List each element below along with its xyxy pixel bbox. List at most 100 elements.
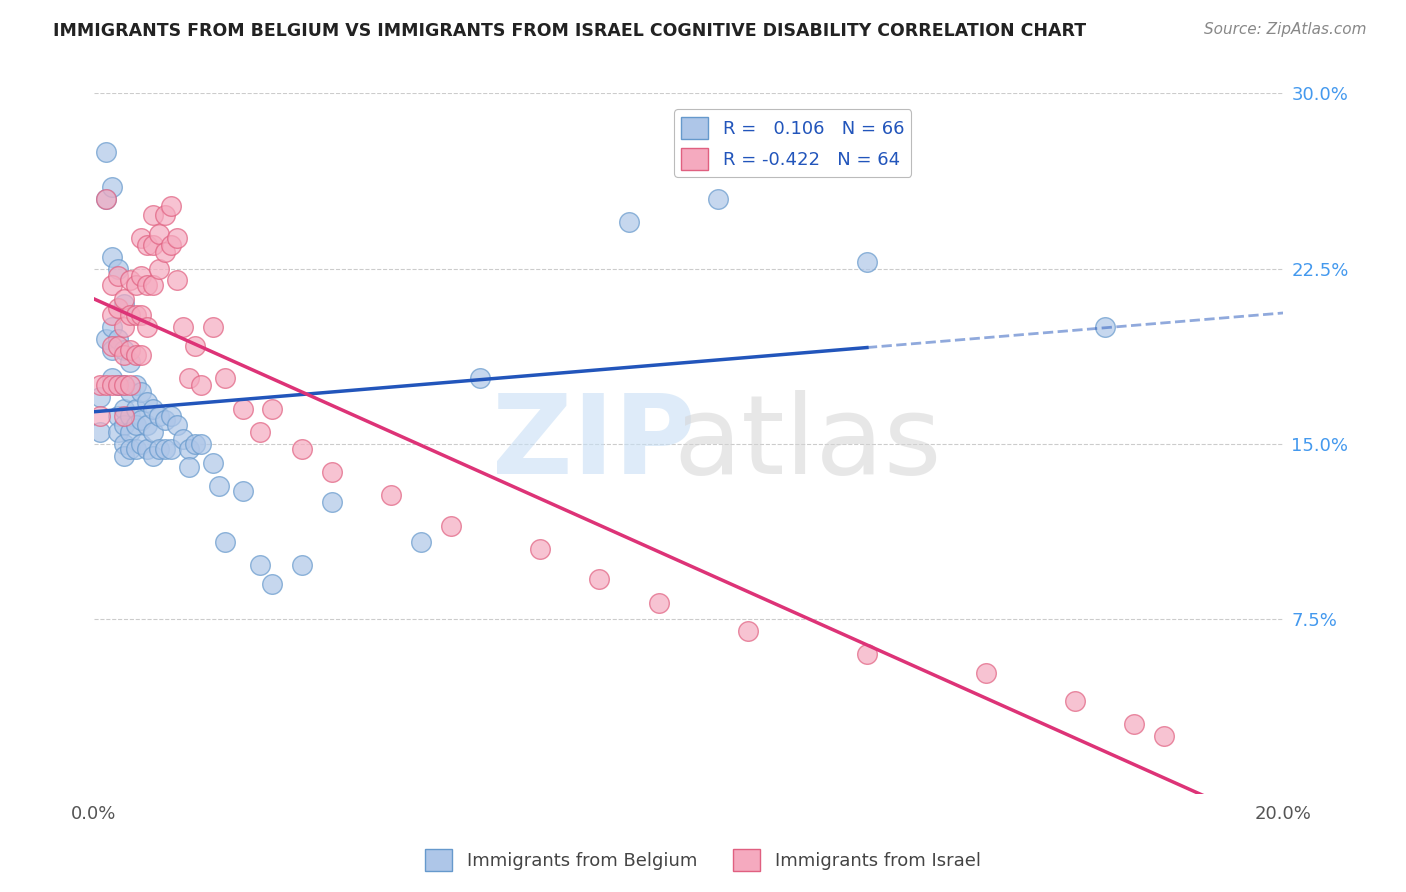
Point — [107, 339, 129, 353]
Point — [100, 320, 122, 334]
Point — [1123, 717, 1146, 731]
Point — [112, 378, 135, 392]
Point — [124, 401, 146, 416]
Point — [118, 442, 141, 456]
Point — [107, 268, 129, 283]
Point — [232, 483, 254, 498]
Point — [100, 339, 122, 353]
Point — [100, 343, 122, 358]
Point — [89, 425, 111, 440]
Point — [136, 442, 159, 456]
Point — [177, 460, 200, 475]
Point — [856, 254, 879, 268]
Point — [142, 425, 165, 440]
Point — [112, 449, 135, 463]
Point — [249, 558, 271, 573]
Point — [112, 418, 135, 433]
Point — [142, 277, 165, 292]
Point — [160, 238, 183, 252]
Point — [112, 437, 135, 451]
Point — [617, 215, 640, 229]
Point — [262, 401, 284, 416]
Point — [1153, 729, 1175, 743]
Point — [118, 385, 141, 400]
Point — [118, 355, 141, 369]
Point — [118, 425, 141, 440]
Point — [155, 245, 177, 260]
Point — [136, 277, 159, 292]
Point — [249, 425, 271, 440]
Point — [94, 192, 117, 206]
Point — [136, 418, 159, 433]
Point — [124, 378, 146, 392]
Point — [974, 665, 997, 680]
Point — [107, 332, 129, 346]
Point — [529, 541, 551, 556]
Point — [112, 401, 135, 416]
Point — [94, 378, 117, 392]
Point — [136, 320, 159, 334]
Point — [118, 309, 141, 323]
Point — [588, 573, 610, 587]
Point — [201, 456, 224, 470]
Legend: Immigrants from Belgium, Immigrants from Israel: Immigrants from Belgium, Immigrants from… — [418, 842, 988, 879]
Point — [131, 385, 153, 400]
Text: ZIP: ZIP — [492, 391, 695, 498]
Point — [470, 371, 492, 385]
Point — [737, 624, 759, 638]
Point — [142, 449, 165, 463]
Point — [155, 413, 177, 427]
Point — [1064, 694, 1087, 708]
Text: IMMIGRANTS FROM BELGIUM VS IMMIGRANTS FROM ISRAEL COGNITIVE DISABILITY CORRELATI: IMMIGRANTS FROM BELGIUM VS IMMIGRANTS FR… — [53, 22, 1087, 40]
Point — [112, 378, 135, 392]
Point — [184, 339, 207, 353]
Point — [148, 442, 170, 456]
Point — [107, 301, 129, 316]
Point — [321, 465, 343, 479]
Point — [648, 596, 671, 610]
Point — [214, 535, 236, 549]
Point — [707, 192, 730, 206]
Point — [190, 378, 212, 392]
Point — [380, 488, 402, 502]
Point — [124, 309, 146, 323]
Point — [89, 409, 111, 423]
Point — [142, 238, 165, 252]
Point — [100, 277, 122, 292]
Point — [131, 268, 153, 283]
Point — [166, 231, 188, 245]
Point — [124, 442, 146, 456]
Point — [112, 409, 135, 423]
Point — [148, 227, 170, 241]
Point — [131, 309, 153, 323]
Point — [208, 479, 231, 493]
Point — [177, 442, 200, 456]
Point — [94, 192, 117, 206]
Point — [118, 273, 141, 287]
Point — [214, 371, 236, 385]
Point — [100, 309, 122, 323]
Point — [291, 558, 314, 573]
Point — [107, 261, 129, 276]
Point — [409, 535, 432, 549]
Point — [112, 296, 135, 310]
Point — [94, 332, 117, 346]
Point — [1094, 320, 1116, 334]
Point — [124, 348, 146, 362]
Point — [112, 320, 135, 334]
Point — [94, 145, 117, 159]
Point — [112, 348, 135, 362]
Point — [142, 401, 165, 416]
Point — [124, 277, 146, 292]
Point — [184, 437, 207, 451]
Point — [262, 577, 284, 591]
Point — [100, 179, 122, 194]
Point — [118, 409, 141, 423]
Point — [856, 647, 879, 661]
Point — [89, 390, 111, 404]
Point — [155, 442, 177, 456]
Point — [201, 320, 224, 334]
Text: atlas: atlas — [673, 391, 942, 498]
Point — [100, 371, 122, 385]
Point — [100, 378, 122, 392]
